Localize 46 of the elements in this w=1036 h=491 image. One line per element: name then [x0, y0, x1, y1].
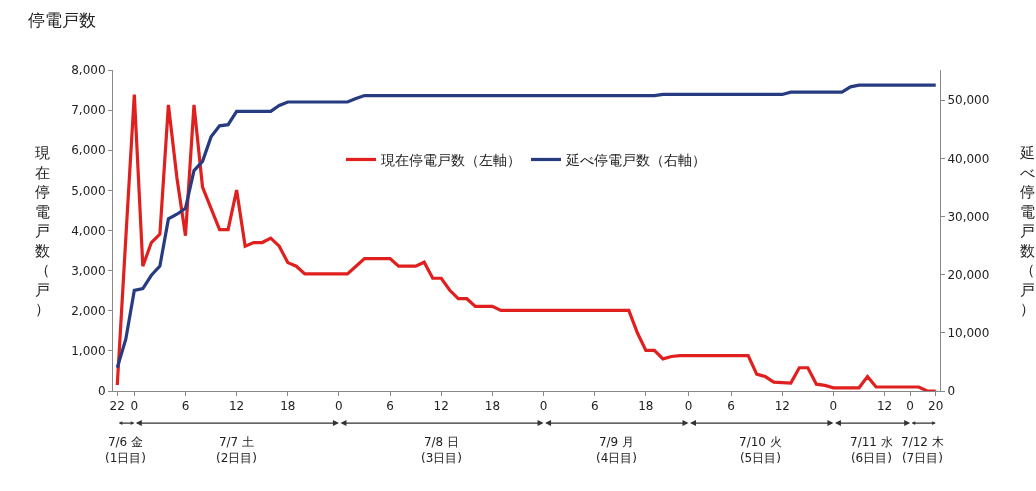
- x-tick-label: 12: [876, 399, 893, 414]
- y-tick-label: 6,000: [71, 143, 106, 158]
- x-tick-label: 0: [539, 399, 548, 414]
- text: 延べ停電戸数（戸）: [1020, 144, 1035, 318]
- y-tick-label: 0: [97, 384, 106, 399]
- legend-label: 延べ停電戸数（右軸）: [565, 151, 706, 168]
- y2-tick-label: 40,000: [947, 151, 990, 166]
- y-tick-label: 5,000: [71, 183, 106, 198]
- text: 7/9 月 (4日目): [596, 435, 637, 465]
- text: 7/7 土 (2日目): [216, 435, 257, 465]
- x-tick-label: 0: [130, 399, 139, 414]
- y2-tick-label: 50,000: [947, 93, 990, 108]
- x-tick-label: 12: [774, 399, 790, 414]
- y-tick-label: 8,000: [71, 63, 106, 78]
- text: 7/10 火 (5日目): [739, 435, 782, 465]
- text: 7/11 水 (6日目): [850, 435, 893, 465]
- x-tick-label: 6: [181, 399, 190, 414]
- y-tick-label: 1,000: [71, 344, 106, 359]
- x-tick-label: 0: [335, 399, 343, 414]
- x-tick-label: 22: [109, 399, 125, 414]
- chart-title: 停電戸数: [28, 10, 96, 30]
- x-tick-label: 18: [638, 399, 654, 414]
- text: 7/6 金 (1日目): [105, 435, 146, 465]
- y-tick-label: 7,000: [71, 103, 106, 118]
- x-tick-label: 0: [684, 399, 693, 414]
- text: 現在停電戸数（戸）: [35, 144, 50, 318]
- x-tick-label: 18: [280, 399, 296, 414]
- x-tick-label: 20: [928, 399, 944, 414]
- text: 7/8 日 (3日目): [421, 435, 462, 465]
- y-tick-label: 2,000: [71, 303, 106, 318]
- legend-label: 現在停電戸数（左軸）: [381, 151, 521, 168]
- x-tick-label: 6: [590, 399, 599, 414]
- x-tick-label: 18: [484, 399, 501, 414]
- x-tick-label: 12: [228, 399, 245, 414]
- x-tick-label: 0: [829, 399, 838, 414]
- x-tick-label: 0: [906, 399, 914, 414]
- y2-tick-label: 20,000: [947, 267, 990, 282]
- y2-tick-label: 30,000: [947, 209, 990, 224]
- x-tick-label: 6: [386, 399, 394, 414]
- text: 7/12 木 (7日目): [901, 435, 944, 465]
- y2-tick-label: 10,000: [947, 326, 990, 341]
- y-tick-label: 4,000: [71, 223, 106, 238]
- x-tick-label: 6: [727, 399, 735, 414]
- y-tick-label: 3,000: [71, 263, 106, 278]
- y2-tick-label: 0: [947, 384, 956, 399]
- x-tick-label: 12: [433, 399, 449, 414]
